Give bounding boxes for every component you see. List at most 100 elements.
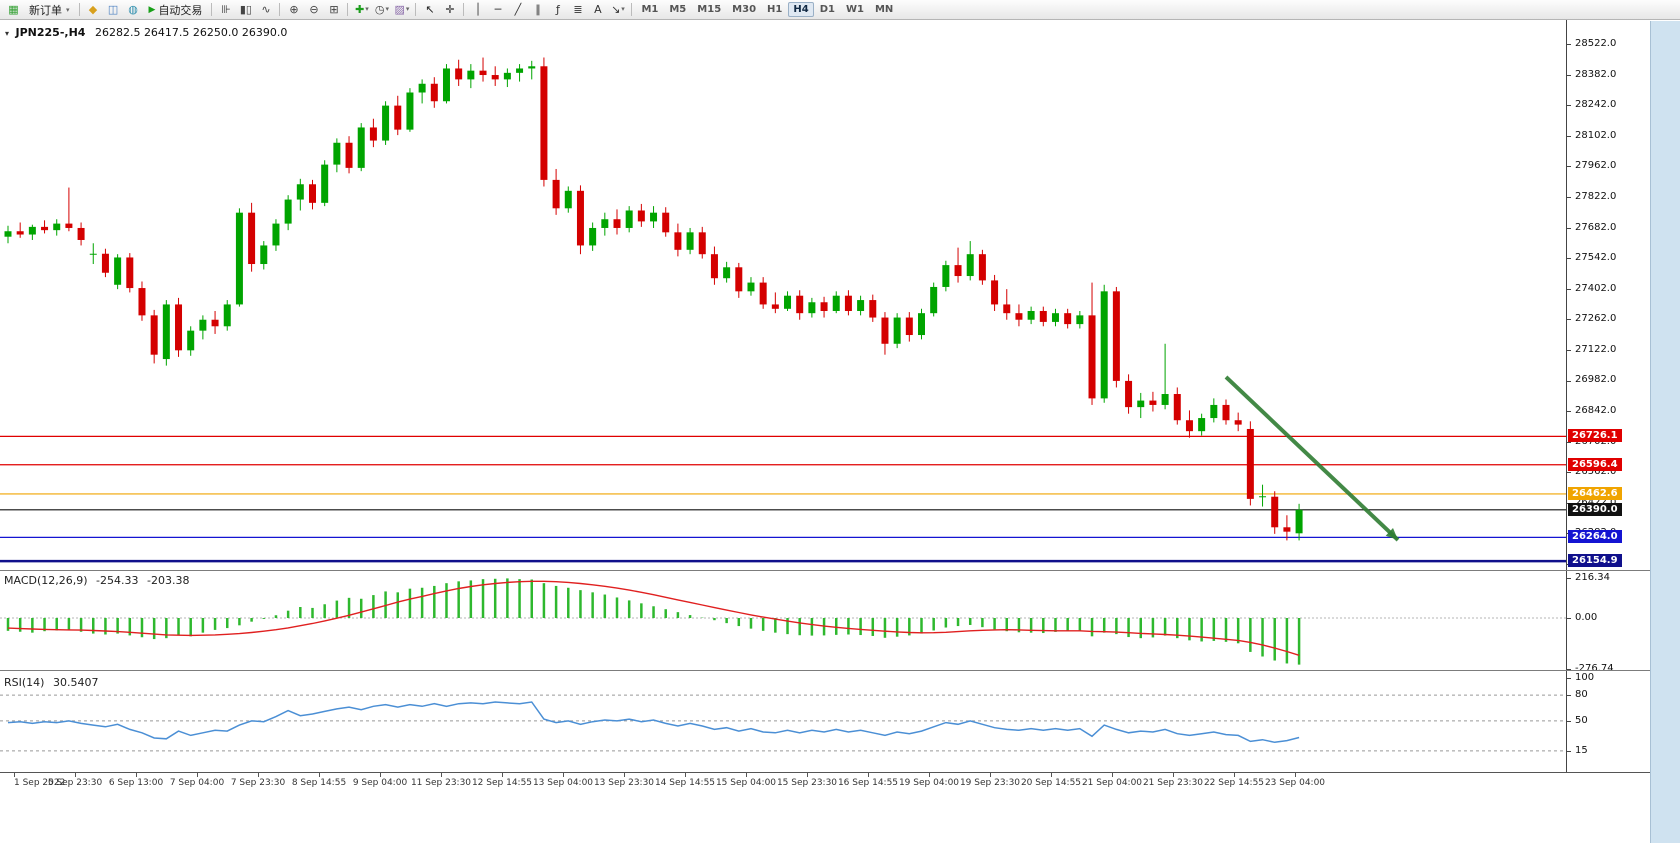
time-axis-tick bbox=[1234, 773, 1235, 777]
price-axis-label: 26422.0 bbox=[1575, 497, 1616, 508]
zoom-out-icon[interactable]: ⊖ bbox=[304, 1, 323, 18]
tile-windows-icon[interactable]: ⊞ bbox=[324, 1, 343, 18]
macd-label: MACD(12,26,9) -254.33 -203.38 bbox=[4, 574, 194, 587]
tf-w1[interactable]: W1 bbox=[845, 4, 864, 15]
chart-plot[interactable] bbox=[0, 0, 1566, 792]
equidistant-channel-icon[interactable]: ∥ bbox=[528, 1, 547, 18]
axis-tick bbox=[1567, 44, 1571, 45]
panel-separator[interactable] bbox=[0, 670, 1650, 671]
price-level-tag: 26726.1 bbox=[1568, 429, 1622, 443]
arrows-icon-glyph: ↘ bbox=[611, 3, 621, 16]
axis-tick bbox=[1567, 258, 1571, 260]
tf-h4[interactable]: H4 bbox=[788, 2, 814, 17]
tf-mn[interactable]: MN bbox=[874, 4, 894, 15]
periods-icon[interactable]: ◷ ▾ bbox=[372, 1, 391, 18]
candlestick-icon[interactable]: ▮▯ bbox=[236, 1, 255, 18]
autotrading-button[interactable]: ▶ 自动交易 bbox=[148, 3, 203, 17]
bar-chart-icon[interactable]: ⊪ bbox=[216, 1, 235, 18]
price-axis-label: 28102.0 bbox=[1575, 129, 1617, 141]
time-axis-label: 5 Sep 23:30 bbox=[47, 778, 103, 788]
tf-m5[interactable]: M5 bbox=[669, 4, 687, 15]
templates-icon[interactable]: ▨ ▾ bbox=[392, 1, 411, 18]
tf-d1[interactable]: D1 bbox=[819, 4, 835, 15]
time-axis-tick bbox=[563, 773, 564, 777]
time-axis-label: 7 Sep 04:00 bbox=[169, 778, 225, 788]
text-icon-glyph: A bbox=[594, 3, 602, 16]
horizontal-line-icon[interactable]: ─ bbox=[488, 1, 507, 18]
vertical-scrollbar[interactable] bbox=[1650, 21, 1680, 843]
axis-tick bbox=[1567, 472, 1571, 474]
caret-down-icon: ▾ bbox=[621, 5, 625, 13]
zoom-out-icon-glyph: ⊖ bbox=[309, 3, 319, 16]
globe-icon[interactable]: ◍ bbox=[124, 1, 143, 18]
tf-m30[interactable]: M30 bbox=[732, 4, 757, 15]
tf-m15[interactable]: M15 bbox=[697, 4, 722, 15]
fibonacci-icon[interactable]: ƒ bbox=[548, 1, 567, 18]
time-axis-label: 14 Sep 14:55 bbox=[654, 778, 716, 788]
trendline-icon[interactable]: ╱ bbox=[508, 1, 527, 18]
time-axis-label: 23 Sep 04:00 bbox=[1264, 778, 1326, 788]
time-axis-tick bbox=[1051, 773, 1052, 777]
vertical-line-icon[interactable]: │ bbox=[468, 1, 487, 18]
candles bbox=[4, 57, 1303, 541]
time-axis-label: 6 Sep 13:00 bbox=[108, 778, 164, 788]
toolbar-separator bbox=[78, 3, 80, 16]
rsi-axis-label: 50 bbox=[1575, 714, 1588, 726]
toolbar-separator bbox=[347, 3, 349, 16]
play-icon: ▶ bbox=[148, 4, 156, 15]
panel-separator[interactable] bbox=[0, 570, 1650, 571]
axis-tick bbox=[1567, 750, 1571, 752]
rsi-axis-label: 15 bbox=[1575, 744, 1588, 756]
time-axis-tick bbox=[929, 773, 930, 777]
price-level-tag: 26462.6 bbox=[1568, 486, 1622, 500]
accounts-icon[interactable]: ◫ bbox=[104, 1, 123, 18]
cursor-icon[interactable]: ↖ bbox=[420, 1, 439, 18]
price-axis-label: 27542.0 bbox=[1575, 252, 1617, 264]
price-axis-label: 26842.0 bbox=[1575, 405, 1617, 417]
zoom-in-icon[interactable]: ⊕ bbox=[284, 1, 303, 18]
time-axis-tick bbox=[502, 773, 503, 777]
shapes-icon[interactable]: ≣ bbox=[568, 1, 587, 18]
caret-down-icon: ▾ bbox=[385, 5, 389, 13]
time-axis-label: 1 Sep 2022 bbox=[14, 778, 66, 788]
macd-name: MACD(12,26,9) bbox=[4, 574, 88, 587]
axis-tick bbox=[1567, 349, 1571, 351]
time-axis-tick bbox=[197, 773, 198, 777]
time-axis[interactable]: 1 Sep 2022 5 Sep 23:30 6 Sep 13:00 7 Sep 04… bbox=[0, 772, 1650, 796]
time-axis-label: 19 Sep 23:30 bbox=[959, 778, 1021, 788]
periods-icon-glyph: ◷ bbox=[374, 3, 385, 16]
crosshair-icon-glyph: ✛ bbox=[445, 3, 455, 16]
time-axis-label: 15 Sep 04:00 bbox=[715, 778, 777, 788]
new-order-button[interactable]: 新订单 ▾ bbox=[29, 3, 70, 17]
arrows-icon[interactable]: ↘ ▾ bbox=[608, 1, 627, 18]
macd-axis-label: 0.00 bbox=[1575, 612, 1598, 623]
symbol-caret-icon: ▾ bbox=[5, 29, 10, 38]
toolbar-separator bbox=[279, 3, 281, 16]
price-level-tag: 26264.0 bbox=[1568, 530, 1622, 544]
line-chart-icon[interactable]: ∿ bbox=[256, 1, 275, 18]
gold-icon[interactable]: ◆ bbox=[84, 1, 103, 18]
price-axis-label: 28522.0 bbox=[1575, 38, 1617, 49]
tf-h1[interactable]: H1 bbox=[767, 4, 783, 15]
tf-m1[interactable]: M1 bbox=[641, 4, 659, 15]
time-axis-tick bbox=[319, 773, 320, 777]
time-axis-label: 22 Sep 14:55 bbox=[1203, 778, 1265, 788]
price-axis-label: 26562.0 bbox=[1575, 466, 1617, 478]
time-axis-label: 7 Sep 23:30 bbox=[230, 778, 286, 788]
time-axis-label: 19 Sep 04:00 bbox=[898, 778, 960, 788]
chart-window-icon[interactable]: ▦ bbox=[4, 1, 23, 18]
text-icon[interactable]: A bbox=[588, 1, 607, 18]
trend-arrow[interactable] bbox=[1224, 375, 1400, 542]
time-axis-tick bbox=[990, 773, 991, 777]
toolbar-separator bbox=[415, 3, 417, 16]
gold-icon-glyph: ◆ bbox=[88, 3, 98, 16]
templates-icon-glyph: ▨ bbox=[394, 3, 405, 16]
crosshair-icon[interactable]: ✛ bbox=[440, 1, 459, 18]
price-axis[interactable]: 28522.0 28382.0 28242.0 28102.0 27962.0 27822… bbox=[1566, 0, 1650, 772]
axis-tick bbox=[1567, 166, 1571, 168]
time-axis-tick bbox=[136, 773, 137, 777]
time-axis-tick bbox=[1295, 773, 1296, 777]
indicators-icon[interactable]: ✚ ▾ bbox=[352, 1, 371, 18]
level-lines[interactable] bbox=[0, 435, 1566, 563]
time-axis-label: 12 Sep 14:55 bbox=[471, 778, 533, 788]
